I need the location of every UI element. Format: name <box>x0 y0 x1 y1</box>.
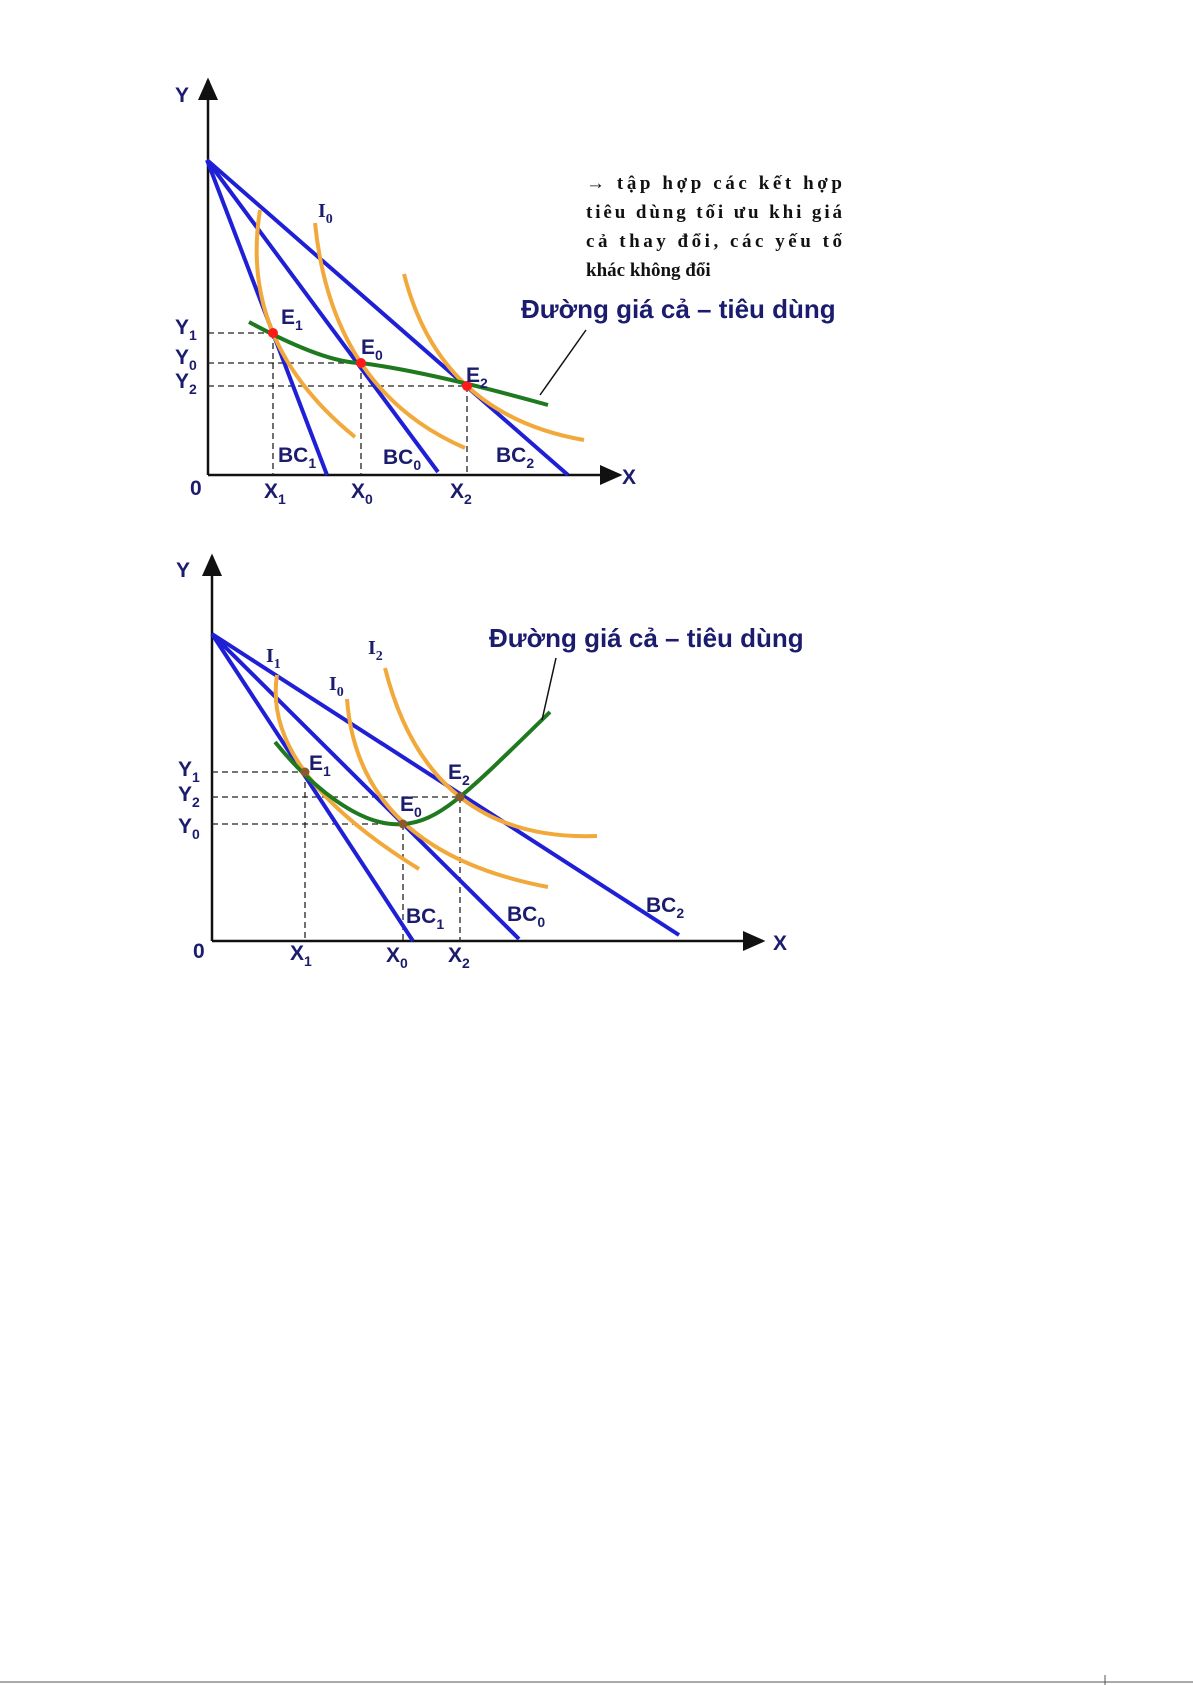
definition-note: → tập hợp các kết hợp tiêu dùng tối ưu k… <box>586 173 843 281</box>
budget-line-bc0 <box>205 158 440 474</box>
equilibrium-label-e2: E2 <box>448 761 470 788</box>
x-label-x1: X1 <box>264 480 286 507</box>
guide-e0 <box>208 362 362 475</box>
x-label-x2: X2 <box>448 944 470 971</box>
y-axis-label: Y <box>176 559 190 582</box>
budget-label-bc1: BC1 <box>406 905 444 932</box>
title-pointer <box>539 329 587 396</box>
equilibrium-point-e0 <box>356 358 366 368</box>
budget-label-bc0: BC0 <box>383 446 421 473</box>
note-line: cả thay đổi, các yếu tố <box>586 231 843 252</box>
equilibrium-point-e1 <box>268 328 278 338</box>
budget-line-bc1 <box>210 632 415 943</box>
y-label-y2: Y2 <box>178 783 200 810</box>
note-line: tiêu dùng tối ưu khi giá <box>586 202 843 223</box>
indifference-curve-0 <box>345 698 549 889</box>
origin-label: 0 <box>193 940 205 963</box>
indifference-label-i1: I1 <box>266 645 281 672</box>
equilibrium-point-e2 <box>462 381 472 391</box>
y-axis-label: Y <box>175 84 189 107</box>
x-axis-label: X <box>622 466 636 489</box>
indifference-label-i2: I2 <box>368 637 383 664</box>
equilibrium-label-e0: E0 <box>400 793 422 820</box>
guide-e2 <box>208 385 468 475</box>
guide-e1 <box>212 771 306 941</box>
guide-e1 <box>208 332 274 475</box>
budget-label-bc0: BC0 <box>507 903 545 930</box>
budget-label-bc2: BC2 <box>496 444 534 471</box>
note-line: khác không đổi <box>586 260 711 281</box>
top-diagram: Y X 0 Y1 Y0 Y2 X1 X0 X2 BC1 BC0 BC2 I0 E… <box>175 77 843 507</box>
budget-line-bc2 <box>205 158 570 477</box>
y-label-y0: Y0 <box>175 346 197 373</box>
indifference-label-i0: I0 <box>329 673 344 700</box>
equilibrium-point-e0 <box>398 819 408 829</box>
equilibrium-label-e1: E1 <box>281 306 303 333</box>
diagram-title: Đường giá cả – tiêu dùng <box>521 294 836 324</box>
equilibrium-label-e0: E0 <box>361 336 383 363</box>
indifference-label-i0: I0 <box>318 200 333 227</box>
x-label-x1: X1 <box>290 942 312 969</box>
title-pointer <box>541 657 557 721</box>
x-label-x0: X0 <box>351 480 373 507</box>
y-label-y1: Y1 <box>175 316 197 343</box>
guide-e0 <box>212 823 404 941</box>
budget-label-bc2: BC2 <box>646 894 684 921</box>
origin-label: 0 <box>190 477 202 500</box>
equilibrium-label-e2: E2 <box>466 364 488 391</box>
bottom-diagram: Y X 0 Y1 Y2 Y0 X1 X0 X2 BC1 BC0 BC2 I1 I… <box>176 553 804 971</box>
y-label-y2: Y2 <box>175 370 197 397</box>
equilibrium-point-e2 <box>455 792 465 802</box>
diagram-title: Đường giá cả – tiêu dùng <box>489 623 804 653</box>
equilibrium-label-e1: E1 <box>309 752 331 779</box>
budget-line-bc0 <box>210 632 521 941</box>
guide-e2 <box>212 796 461 941</box>
x-label-x0: X0 <box>386 944 408 971</box>
equilibrium-point-e1 <box>300 767 310 777</box>
y-label-y0: Y0 <box>178 815 200 842</box>
x-label-x2: X2 <box>450 480 472 507</box>
x-axis-label: X <box>773 932 787 955</box>
budget-label-bc1: BC1 <box>278 444 316 471</box>
y-label-y1: Y1 <box>178 758 200 785</box>
note-line: → tập hợp các kết hợp <box>586 173 842 194</box>
